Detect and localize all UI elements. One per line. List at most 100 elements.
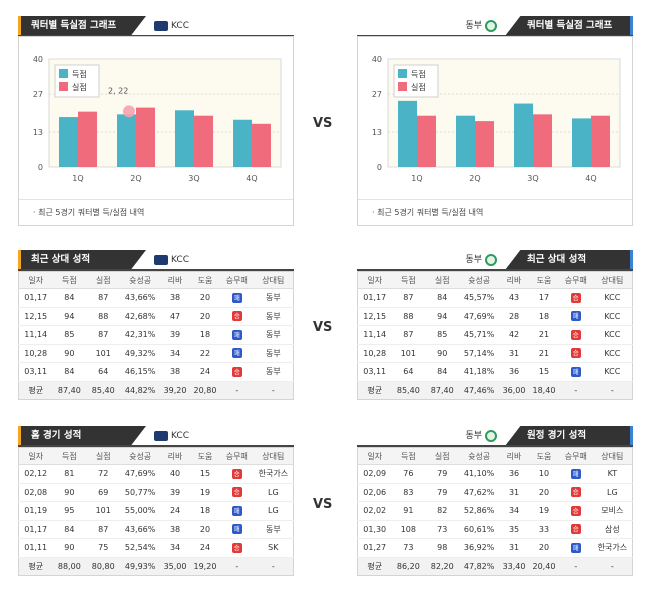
- cell-result: 패: [219, 344, 254, 363]
- table-row: 02,09 76 79 41,10% 36 10 패 KT: [357, 464, 633, 484]
- table-row: 01,30 108 73 60,61% 35 33 승 삼성: [357, 520, 633, 539]
- column-header: 도움: [190, 447, 220, 465]
- cell-reb: 40: [160, 464, 190, 484]
- cell-result: 패: [219, 520, 254, 539]
- kcc-logo-icon: [154, 431, 168, 441]
- cell-opponent: KCC: [592, 288, 633, 308]
- cell-opp: 82: [425, 501, 460, 521]
- cell-pts: 90: [52, 538, 87, 558]
- cell-pts: 81: [52, 464, 87, 484]
- table-row: 03,11 84 64 46,15% 38 24 승 동부: [18, 362, 294, 382]
- dongbu-logo-icon: [485, 430, 497, 442]
- right-venue-table: 일자 득점 실점 슛성공 리바 도움 승무패 상대팀 02,09 76 79 41,10% 36 10 패 K…: [357, 447, 633, 576]
- avg-res: -: [558, 557, 593, 576]
- cell-ast: 19: [529, 501, 559, 521]
- left-recent-title: 최근 상대 성적: [18, 250, 146, 270]
- avg-pts: 87,40: [52, 381, 87, 400]
- table-row: 02,02 91 82 52,86% 34 19 승 모비스: [357, 501, 633, 521]
- table-row: 12,15 88 94 47,69% 28 18 패 KCC: [357, 307, 633, 326]
- result-win-icon: 승: [231, 487, 242, 498]
- cell-pts: 64: [391, 362, 426, 382]
- cell-date: 01,19: [18, 501, 53, 521]
- vs-label-quarter: VS: [313, 116, 333, 131]
- left-chart-note-text: 최근 5경기 쿼터별 득/실점 내역: [38, 208, 145, 217]
- avg-reb: 33,40: [499, 557, 529, 576]
- x-tick-label: 2Q: [469, 174, 480, 183]
- column-header: 일자: [357, 271, 392, 289]
- cell-result: 패: [558, 362, 593, 382]
- cell-ast: 20: [190, 288, 220, 308]
- avg-ast: 18,40: [529, 381, 559, 400]
- cell-ast: 21: [529, 325, 559, 345]
- result-loss-icon: 패: [231, 505, 242, 516]
- table-header-row: 일자 득점 실점 슛성공 리바 도움 승무패 상대팀: [357, 447, 633, 465]
- cell-ast: 18: [190, 501, 220, 521]
- cell-opp: 101: [86, 344, 121, 363]
- cell-date: 01,27: [357, 538, 392, 558]
- table-header-row: 일자 득점 실점 슛성공 리바 도움 승무패 상대팀: [18, 271, 294, 289]
- left-chart-note: · 최근 5경기 쿼터별 득/실점 내역: [19, 199, 293, 225]
- table-row: 02,12 81 72 47,69% 40 15 승 한국가스: [18, 464, 294, 484]
- cell-opponent: 동부: [253, 344, 294, 363]
- right-team-name: 동부: [465, 21, 482, 31]
- cell-opponent: 모비스: [592, 501, 633, 521]
- cell-opponent: 삼성: [592, 520, 633, 539]
- cell-reb: 38: [160, 362, 190, 382]
- avg-pts: 86,20: [391, 557, 426, 576]
- right-chart-note: · 최근 5경기 쿼터별 득/실점 내역: [358, 199, 632, 225]
- bar-scored: [117, 114, 136, 167]
- cell-fg: 36,92%: [459, 538, 500, 558]
- x-tick-label: 3Q: [188, 174, 199, 183]
- column-header: 실점: [86, 447, 121, 465]
- left-venue-title: 홈 경기 성적: [18, 426, 146, 446]
- cell-date: 02,02: [357, 501, 392, 521]
- cell-result: 패: [219, 501, 254, 521]
- right-recent-title: 최근 상대 성적: [505, 250, 633, 270]
- column-header: 슛성공: [120, 271, 161, 289]
- cell-result: 승: [558, 344, 593, 363]
- right-team-label: 동부: [465, 428, 497, 444]
- legend-swatch: [59, 69, 68, 78]
- header-divider: [357, 269, 633, 271]
- y-tick-label: 27: [372, 90, 382, 99]
- cell-reb: 34: [499, 501, 529, 521]
- cell-opp: 73: [425, 520, 460, 539]
- kcc-logo-icon: [154, 255, 168, 265]
- cell-date: 01,30: [357, 520, 392, 539]
- column-header: 도움: [529, 271, 559, 289]
- cell-ast: 20: [190, 520, 220, 539]
- dongbu-logo-icon: [485, 20, 497, 32]
- right-quarter-chart: 0 13 27 40 1Q 2Q 3Q 4Q 득점 실점 · 최근 5경기 쿼터별 득/실점 내역: [357, 36, 633, 226]
- x-tick-label: 4Q: [585, 174, 596, 183]
- cell-ast: 15: [529, 362, 559, 382]
- right-team-label: 동부: [465, 252, 497, 268]
- y-tick-label: 0: [38, 163, 43, 172]
- cell-opponent: KCC: [592, 325, 633, 345]
- cell-opponent: 동부: [253, 362, 294, 382]
- y-tick-label: 40: [33, 55, 43, 64]
- cell-ast: 24: [190, 538, 220, 558]
- cell-opp: 72: [86, 464, 121, 484]
- right-venue-panel: 원정 경기 성적 동부: [357, 426, 633, 447]
- cell-result: 승: [558, 325, 593, 345]
- bar-scored: [398, 100, 417, 167]
- cell-opponent: 동부: [253, 520, 294, 539]
- table-header-row: 일자 득점 실점 슛성공 리바 도움 승무패 상대팀: [357, 271, 633, 289]
- cell-ast: 18: [529, 307, 559, 326]
- cell-opp: 87: [86, 325, 121, 345]
- cell-date: 12,15: [357, 307, 392, 326]
- cell-reb: 31: [499, 538, 529, 558]
- right-team-name: 동부: [465, 255, 482, 265]
- cell-pts: 95: [52, 501, 87, 521]
- dongbu-logo-icon: [485, 254, 497, 266]
- cell-pts: 90: [52, 344, 87, 363]
- left-quarter-panel: 쿼터별 득실점 그래프 KCC: [18, 16, 294, 37]
- cell-ast: 33: [529, 520, 559, 539]
- legend-label: 득점: [411, 69, 426, 79]
- cell-opponent: 동부: [253, 288, 294, 308]
- cell-fg: 45,57%: [459, 288, 500, 308]
- table-row: 01,27 73 98 36,92% 31 20 패 한국가스: [357, 538, 633, 558]
- cell-ast: 20: [190, 307, 220, 326]
